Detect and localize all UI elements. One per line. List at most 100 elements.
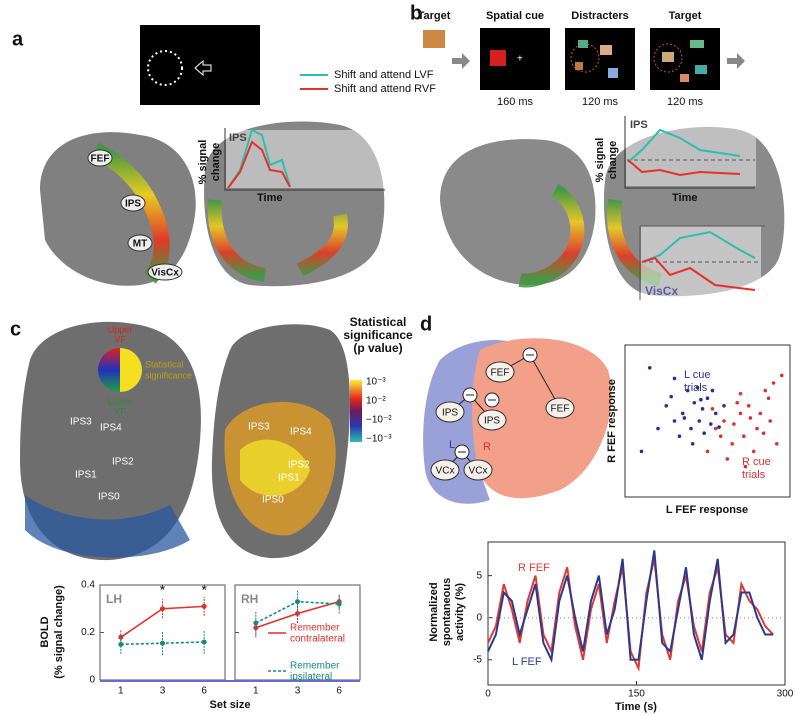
activation (207, 199, 348, 282)
label: LH (106, 592, 122, 606)
label: (p value) (353, 341, 402, 355)
region-bubble (120, 194, 146, 212)
label: activity (%) (454, 583, 466, 641)
significance-mark: * (160, 582, 166, 598)
scatter-point (710, 388, 715, 393)
y-tick-label: 0 (89, 675, 95, 686)
scatter-point (699, 397, 703, 402)
inset-curve (627, 128, 741, 163)
region-label: IPS1 (75, 470, 97, 481)
node-label: FEF (491, 368, 510, 379)
inset-axis (624, 116, 755, 189)
region-label: IPS3 (248, 422, 270, 433)
scatter-point (722, 419, 726, 423)
significance-mark: * (201, 582, 207, 598)
cue (490, 50, 506, 66)
x-tick-label: 1 (118, 686, 124, 697)
target-icon (423, 30, 445, 48)
label: RH (241, 592, 258, 606)
x-tick-label: 6 (201, 686, 207, 697)
label: Upper (108, 324, 133, 334)
scatter-point (748, 416, 753, 420)
label: % signal (197, 140, 209, 185)
colorbar-tick: 10⁻³ (366, 377, 386, 388)
legend-label: Shift and attend RVF (334, 83, 436, 95)
region-label: IPS3 (70, 417, 92, 428)
point (160, 606, 165, 612)
region-label: IPS4 (100, 423, 122, 434)
scatter-point (685, 388, 690, 393)
hemisphere-label: R (483, 441, 491, 453)
label: Lower (108, 396, 133, 406)
brain (440, 139, 596, 285)
wheel-left (98, 348, 120, 392)
label: IPS (630, 119, 648, 131)
label: Statistical (350, 315, 407, 329)
activation (25, 495, 190, 558)
scatter-point (672, 419, 677, 423)
frame (565, 28, 635, 90)
point (336, 601, 342, 607)
inset-bg (626, 120, 756, 186)
label: Statistical (145, 359, 184, 369)
activation (518, 184, 585, 288)
series-line (487, 550, 774, 664)
colorbar-tick: 10⁻² (366, 396, 386, 407)
scatter-point (717, 425, 721, 429)
region-bubble (87, 149, 113, 167)
y-tick-label: -5 (473, 654, 482, 665)
region-label: FEF (91, 154, 110, 165)
x-tick-label: 3 (295, 686, 301, 697)
label: significance (145, 370, 192, 380)
hemisphere-label: L (449, 439, 455, 451)
legend-label: Remember (290, 661, 340, 672)
panel-label: c (10, 318, 21, 340)
sequence-title: Spatial cue (486, 10, 544, 22)
wheel-right (120, 348, 142, 392)
node-label: FEF (551, 404, 570, 415)
legend-label: trials (742, 469, 766, 481)
region-label: IPS2 (288, 460, 310, 471)
scatter-point (768, 419, 772, 423)
legend-label: Remember (290, 623, 340, 634)
x-tick-label: 0 (485, 689, 491, 700)
label: (% signal change) (53, 585, 65, 679)
legend-label: R cue (742, 456, 771, 468)
scatter-point (705, 396, 710, 401)
series-label: L FEF (512, 656, 542, 668)
node-label: IPS (484, 416, 500, 427)
scatter-point (735, 400, 739, 405)
panel-label: d (420, 313, 432, 335)
scatter-point (766, 396, 771, 401)
colorbar (350, 380, 362, 442)
region-label: VisCx (151, 268, 179, 279)
node (435, 401, 465, 423)
region-label: IPS0 (98, 492, 120, 503)
label: IPS (229, 132, 247, 144)
scatter-point (732, 422, 736, 426)
label: VF (114, 406, 126, 416)
scatter-point (713, 411, 718, 416)
x-tick-label: 1 (253, 686, 259, 697)
node (463, 459, 493, 481)
scatter-point (697, 419, 702, 423)
scatter-point (669, 394, 673, 399)
node-label: VCx (469, 466, 488, 477)
inhibit-bars (458, 354, 534, 453)
point (253, 620, 259, 626)
inset-axis (224, 128, 385, 191)
inset-curve (227, 140, 291, 189)
label: Time (672, 192, 697, 204)
stimulus-screen (140, 25, 260, 105)
label: change (607, 141, 619, 180)
scatter-point (742, 434, 746, 439)
scatter-point (775, 442, 779, 446)
colorbar-tick: −10⁻³ (366, 434, 392, 445)
node (485, 361, 515, 383)
label: Time (s) (615, 701, 657, 713)
inset-curve (641, 230, 756, 263)
point (160, 640, 165, 646)
node (477, 409, 507, 431)
arrow (727, 53, 745, 69)
scatter-point (730, 442, 735, 446)
